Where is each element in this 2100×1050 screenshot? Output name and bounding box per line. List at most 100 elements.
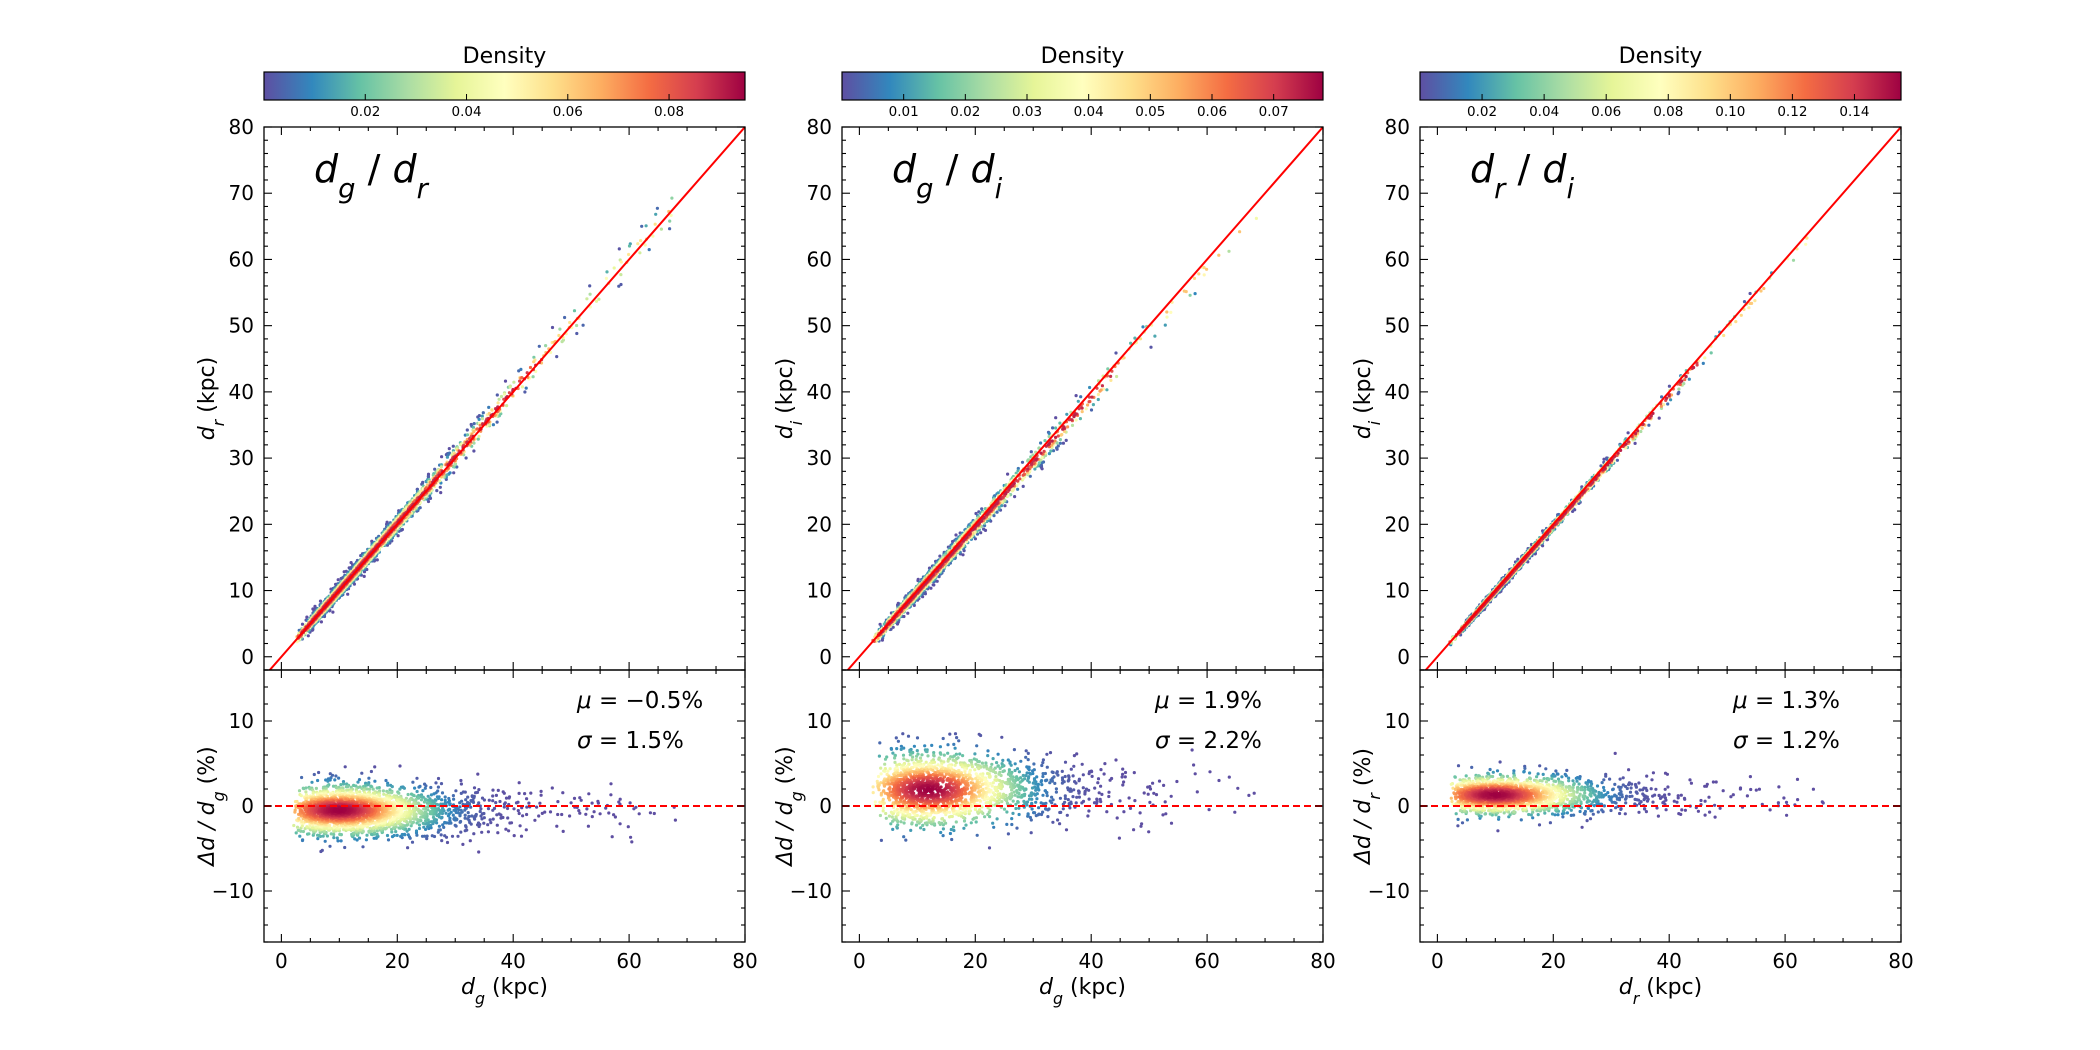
data-point: [432, 792, 436, 796]
data-point: [561, 829, 565, 834]
data-point: [459, 808, 463, 813]
data-point: [407, 827, 411, 832]
data-point: [445, 473, 449, 477]
data-point: [332, 832, 336, 837]
data-point: [403, 810, 407, 814]
data-point: [579, 798, 583, 802]
data-point: [375, 786, 379, 790]
data-point: [555, 355, 559, 359]
data-point: [618, 797, 622, 801]
data-point: [425, 801, 429, 805]
data-point: [422, 807, 426, 811]
data-point: [410, 840, 415, 844]
data-point: [328, 844, 332, 848]
panel-label: dg / dr: [314, 147, 430, 205]
data-point: [598, 812, 602, 816]
reference-line: [268, 127, 745, 670]
data-point: [453, 816, 457, 820]
data-point: [533, 818, 537, 822]
data-point: [329, 832, 333, 836]
data-point: [604, 276, 609, 280]
data-point: [394, 830, 398, 834]
data-point: [670, 196, 674, 200]
data-point: [490, 408, 494, 412]
data-point: [668, 227, 672, 231]
data-point: [618, 822, 622, 826]
data-point: [486, 807, 491, 811]
data-point: [480, 414, 484, 418]
data-point: [463, 813, 467, 817]
data-point: [473, 814, 477, 818]
data-point: [448, 816, 452, 820]
data-point: [440, 815, 444, 820]
data-point: [504, 796, 509, 800]
data-point: [523, 792, 527, 796]
data-point: [353, 837, 357, 841]
data-point: [466, 802, 470, 806]
data-point: [330, 773, 335, 777]
data-point: [487, 798, 491, 802]
data-point: [519, 367, 523, 371]
data-point: [480, 830, 484, 834]
data-point: [444, 811, 448, 815]
data-point: [499, 816, 503, 820]
data-point: [610, 835, 614, 839]
data-point: [453, 462, 457, 466]
data-point: [437, 828, 441, 832]
data-point: [508, 821, 512, 825]
data-point: [447, 447, 451, 451]
data-point: [586, 824, 591, 828]
data-point: [478, 809, 482, 814]
data-point: [568, 320, 572, 325]
data-point: [479, 814, 483, 818]
data-point: [450, 834, 455, 838]
data-point: [556, 812, 560, 817]
data-point: [305, 615, 309, 619]
data-point: [487, 405, 491, 409]
data-point: [496, 831, 500, 835]
data-point: [465, 433, 470, 437]
data-point: [430, 834, 434, 838]
data-point: [300, 775, 304, 780]
data-point: [469, 805, 473, 809]
data-point: [446, 808, 450, 812]
data-point: [451, 794, 455, 798]
data-point: [439, 782, 444, 786]
data-point: [332, 836, 336, 840]
data-point: [325, 834, 329, 838]
data-point: [486, 823, 490, 827]
data-point: [368, 787, 372, 791]
colorbar-tick-label: 0.06: [553, 104, 583, 120]
data-point: [419, 795, 423, 799]
data-point: [421, 821, 425, 826]
data-point: [512, 807, 516, 811]
data-point: [617, 284, 621, 288]
data-point: [375, 832, 379, 837]
data-point: [502, 805, 506, 809]
data-point: [316, 778, 320, 783]
data-point: [524, 386, 528, 390]
data-point: [370, 785, 374, 789]
data-point: [429, 785, 433, 790]
data-point: [572, 309, 577, 313]
data-point: [417, 823, 422, 827]
data-point: [426, 475, 430, 479]
data-point: [346, 592, 350, 596]
data-point: [424, 827, 428, 832]
data-point: [443, 795, 447, 799]
data-point: [594, 299, 599, 303]
data-point: [321, 834, 325, 838]
data-point: [472, 832, 476, 836]
data-point: [647, 248, 651, 252]
data-point: [402, 786, 406, 790]
data-point: [590, 815, 594, 819]
data-point: [592, 810, 596, 814]
data-point: [575, 331, 579, 336]
data-point: [491, 794, 495, 798]
data-point: [316, 833, 320, 837]
data-point: [619, 282, 623, 287]
colorbar-title: Density: [463, 44, 547, 69]
data-point: [472, 430, 476, 434]
data-point: [619, 273, 623, 277]
data-point: [390, 830, 394, 834]
